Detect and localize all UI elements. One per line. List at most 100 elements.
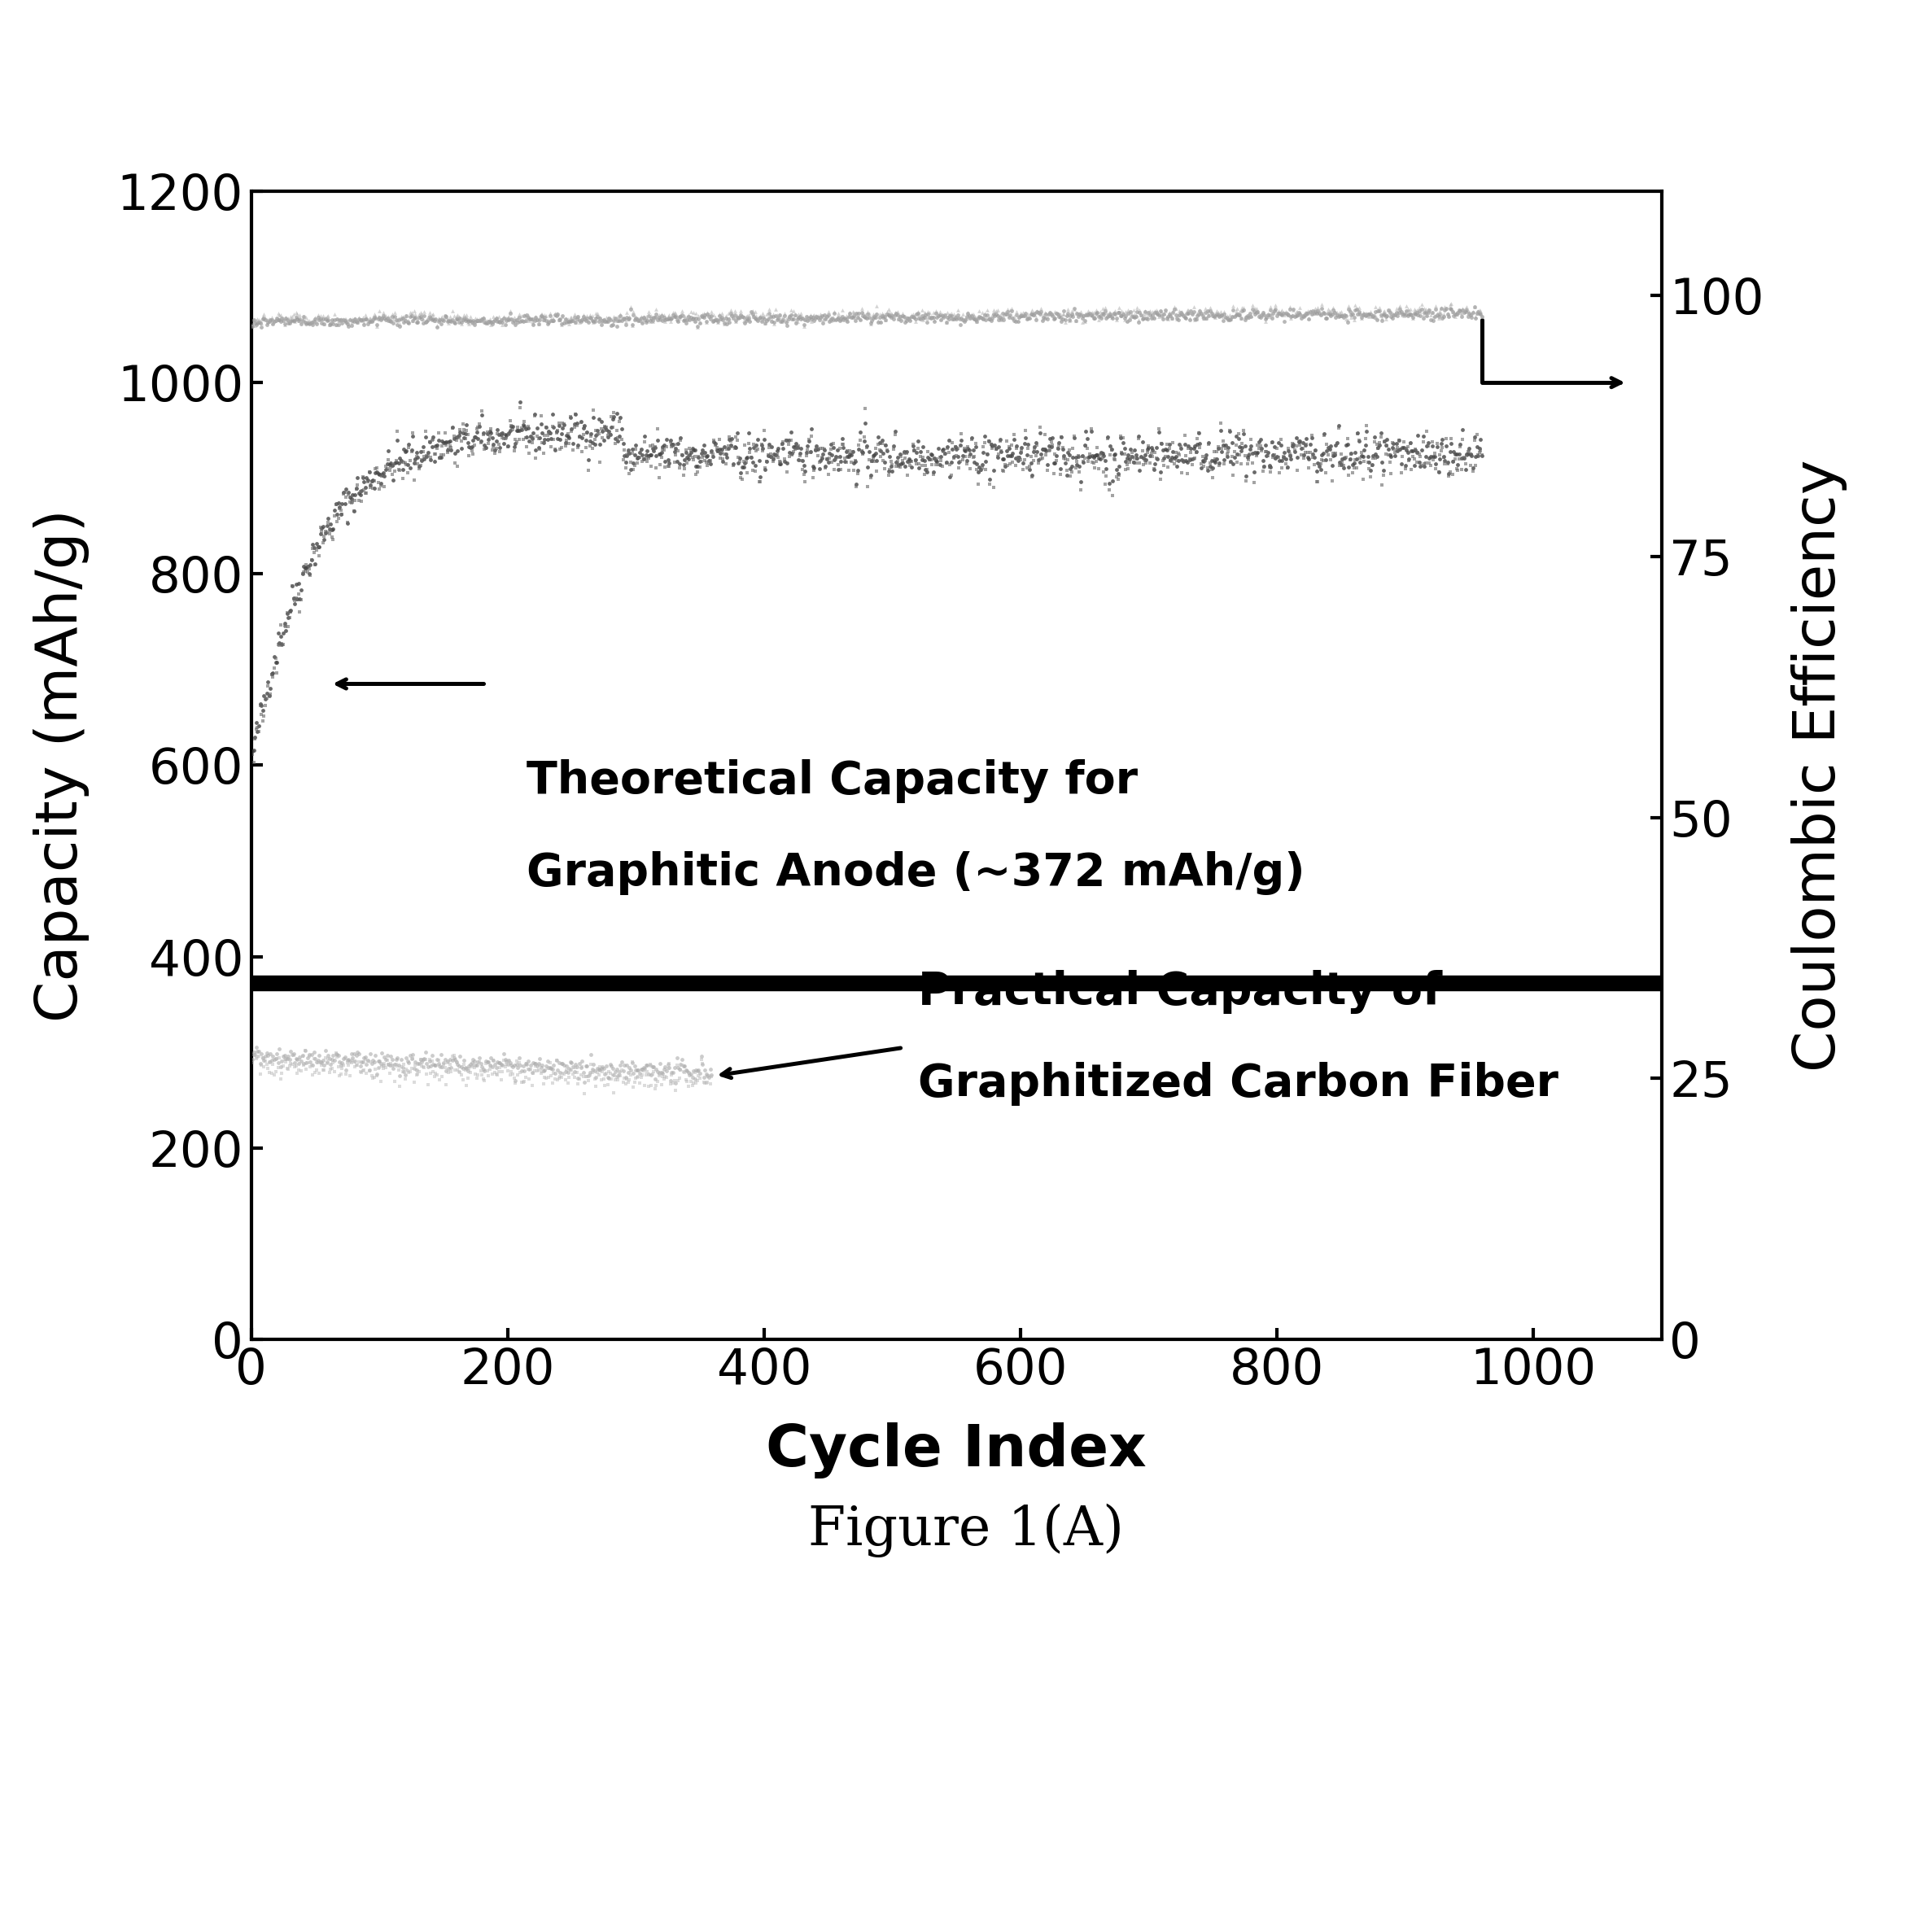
Point [645, 450, 676, 480]
Point [1119, 298, 1150, 329]
Point [734, 438, 765, 469]
Point [270, 1046, 301, 1077]
Point [618, 1058, 649, 1088]
Point [821, 434, 852, 465]
Point [1049, 297, 1080, 327]
Point [313, 310, 344, 341]
Point [539, 298, 570, 329]
Point [481, 1058, 512, 1088]
Point [852, 471, 883, 501]
Point [951, 434, 981, 465]
Point [299, 302, 330, 333]
Point [1405, 295, 1435, 325]
Point [970, 455, 1001, 486]
Point [444, 421, 475, 451]
Point [962, 448, 993, 478]
Point [1134, 432, 1165, 463]
Point [893, 302, 923, 333]
Point [628, 1056, 659, 1087]
Point [390, 450, 421, 480]
Point [500, 1048, 531, 1079]
Point [469, 1056, 500, 1087]
Point [1122, 306, 1153, 337]
Point [1457, 440, 1488, 471]
Point [429, 302, 460, 333]
Point [406, 1050, 437, 1081]
Point [1250, 304, 1281, 335]
Point [665, 448, 696, 478]
Point [551, 427, 582, 457]
Point [1018, 446, 1049, 476]
Point [381, 304, 412, 335]
Point [1383, 425, 1414, 455]
Point [817, 302, 848, 333]
Point [813, 306, 844, 337]
Point [429, 429, 460, 459]
Point [554, 1054, 585, 1085]
Point [840, 306, 871, 337]
Point [923, 442, 954, 473]
Point [1449, 453, 1480, 484]
Point [715, 302, 746, 333]
Point [835, 436, 866, 467]
Point [342, 1037, 373, 1067]
Point [466, 1060, 497, 1090]
Point [862, 455, 893, 486]
Point [1223, 298, 1254, 329]
Point [748, 436, 779, 467]
Point [508, 1067, 539, 1098]
Point [1043, 427, 1074, 457]
Point [562, 430, 593, 461]
Point [680, 302, 711, 333]
Point [1393, 300, 1424, 331]
Point [1211, 438, 1242, 469]
Point [359, 300, 390, 331]
Point [838, 455, 869, 486]
Point [315, 509, 346, 539]
Point [997, 302, 1028, 333]
Point [276, 1037, 307, 1067]
Point [245, 1039, 276, 1069]
Point [317, 304, 348, 335]
Point [740, 450, 771, 480]
Point [1202, 444, 1233, 474]
Point [551, 304, 582, 335]
Point [1151, 442, 1182, 473]
Point [616, 434, 647, 465]
Point [307, 300, 338, 331]
Point [1146, 300, 1177, 331]
Point [334, 488, 365, 518]
Point [1138, 297, 1169, 327]
Point [589, 411, 620, 442]
Point [261, 658, 292, 689]
Point [1354, 461, 1385, 492]
Point [1455, 300, 1486, 331]
Point [1374, 295, 1405, 325]
Point [927, 434, 958, 465]
Point [993, 440, 1024, 471]
Point [1395, 295, 1426, 325]
Point [510, 423, 541, 453]
Point [1258, 298, 1289, 329]
Point [634, 306, 665, 337]
Point [620, 1064, 651, 1094]
Point [274, 306, 305, 337]
Point [661, 432, 692, 463]
Point [572, 417, 603, 448]
Point [524, 1050, 554, 1081]
Point [554, 423, 585, 453]
Point [732, 300, 763, 331]
Point [715, 427, 746, 457]
Point [951, 446, 981, 476]
Point [1337, 298, 1368, 329]
Point [535, 417, 566, 448]
Point [931, 432, 962, 463]
Point [363, 1046, 394, 1077]
Point [597, 308, 628, 339]
Point [1208, 427, 1238, 457]
Point [1022, 297, 1053, 327]
Point [303, 1044, 334, 1075]
Point [1347, 438, 1378, 469]
Point [1076, 300, 1107, 331]
Point [1194, 451, 1225, 482]
